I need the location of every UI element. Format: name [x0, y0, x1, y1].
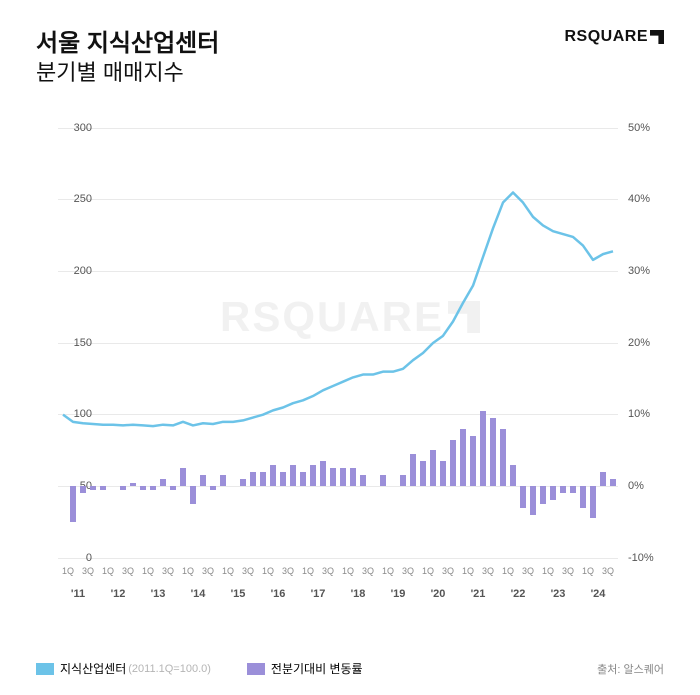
x-quarter-label: 1Q — [58, 566, 78, 576]
x-year-label: '14 — [178, 588, 218, 600]
x-quarter-label: 3Q — [278, 566, 298, 576]
x-quarter-label: 1Q — [498, 566, 518, 576]
x-year-label: '19 — [378, 588, 418, 600]
x-quarter-label: 3Q — [358, 566, 378, 576]
x-quarter-label: 3Q — [438, 566, 458, 576]
x-year-label: '22 — [498, 588, 538, 600]
plot-area — [58, 128, 618, 558]
y-right-tick-label: 10% — [628, 408, 650, 420]
x-axis-years: '11'12'13'14'15'16'17'18'19'20'21'22'23'… — [58, 588, 618, 600]
x-year-label: '23 — [538, 588, 578, 600]
x-quarter-label: 1Q — [98, 566, 118, 576]
legend-item-bar: 전분기대비 변동률 — [247, 660, 363, 677]
header: 서울 지식산업센터 분기별 매매지수 RSQUARE — [36, 28, 664, 88]
brand-icon — [650, 30, 664, 44]
x-quarter-label: 1Q — [178, 566, 198, 576]
x-quarter-label: 3Q — [118, 566, 138, 576]
x-quarter-label: 3Q — [558, 566, 578, 576]
title-block: 서울 지식산업센터 분기별 매매지수 — [36, 28, 219, 88]
x-quarter-label: 3Q — [198, 566, 218, 576]
chart: RSQUARE 1Q3Q1Q3Q1Q3Q1Q3Q1Q3Q1Q3Q1Q3Q1Q3Q… — [36, 128, 664, 558]
x-quarter-label: 3Q — [478, 566, 498, 576]
line-series — [58, 128, 618, 558]
legend-swatch-bar — [247, 663, 265, 675]
x-quarter-label: 1Q — [298, 566, 318, 576]
y-right-tick-label: 0% — [628, 480, 644, 492]
legend-swatch-line — [36, 663, 54, 675]
x-quarter-label: 1Q — [338, 566, 358, 576]
grid-line — [58, 558, 618, 559]
x-year-label: '20 — [418, 588, 458, 600]
x-year-label: '12 — [98, 588, 138, 600]
legend-label-bar: 전분기대비 변동률 — [271, 660, 363, 677]
x-year-label: '16 — [258, 588, 298, 600]
source-text: 출처: 알스퀘어 — [597, 661, 664, 677]
y-right-tick-label: 20% — [628, 337, 650, 349]
line-path — [63, 192, 613, 426]
x-quarter-label: 3Q — [518, 566, 538, 576]
x-quarter-label: 3Q — [598, 566, 618, 576]
x-year-label: '17 — [298, 588, 338, 600]
x-quarter-label: 1Q — [418, 566, 438, 576]
y-right-tick-label: 50% — [628, 122, 650, 134]
y-right-tick-label: 30% — [628, 265, 650, 277]
page-title: 서울 지식산업센터 — [36, 28, 219, 59]
x-quarter-label: 1Q — [378, 566, 398, 576]
x-axis-quarters: 1Q3Q1Q3Q1Q3Q1Q3Q1Q3Q1Q3Q1Q3Q1Q3Q1Q3Q1Q3Q… — [58, 566, 618, 576]
y-right-tick-label: 40% — [628, 193, 650, 205]
legend-item-line: 지식산업센터 (2011.1Q=100.0) — [36, 660, 211, 677]
x-quarter-label: 1Q — [138, 566, 158, 576]
x-quarter-label: 1Q — [538, 566, 558, 576]
x-year-label: '24 — [578, 588, 618, 600]
x-quarter-label: 1Q — [458, 566, 478, 576]
x-quarter-label: 3Q — [318, 566, 338, 576]
x-quarter-label: 1Q — [218, 566, 238, 576]
x-quarter-label: 1Q — [578, 566, 598, 576]
brand-logo: RSQUARE — [564, 28, 664, 46]
page-subtitle: 분기별 매매지수 — [36, 59, 219, 88]
x-year-label: '15 — [218, 588, 258, 600]
x-year-label: '13 — [138, 588, 178, 600]
x-year-label: '11 — [58, 588, 98, 600]
x-year-label: '21 — [458, 588, 498, 600]
brand-text: RSQUARE — [564, 28, 648, 46]
x-quarter-label: 3Q — [398, 566, 418, 576]
legend: 지식산업센터 (2011.1Q=100.0) 전분기대비 변동률 출처: 알스퀘… — [36, 660, 664, 677]
x-quarter-label: 3Q — [238, 566, 258, 576]
legend-note-line: (2011.1Q=100.0) — [128, 663, 211, 675]
x-quarter-label: 3Q — [158, 566, 178, 576]
x-quarter-label: 3Q — [78, 566, 98, 576]
y-right-tick-label: -10% — [628, 552, 654, 564]
x-year-label: '18 — [338, 588, 378, 600]
x-quarter-label: 1Q — [258, 566, 278, 576]
legend-label-line: 지식산업센터 — [60, 660, 126, 677]
